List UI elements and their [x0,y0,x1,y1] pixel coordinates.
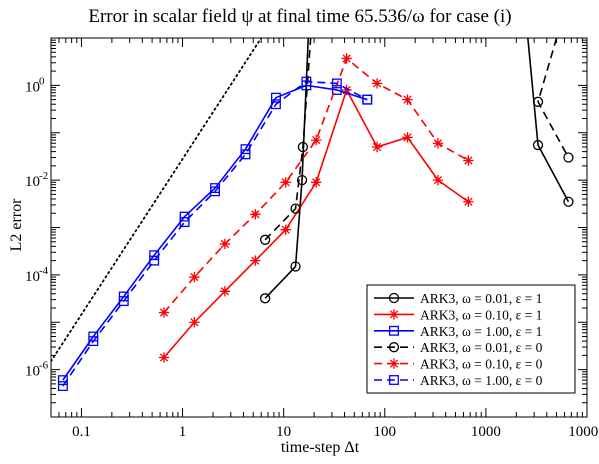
legend-entry: ARK3, ω = 0.01, ε = 0 [374,340,543,355]
data-point-square [362,94,373,105]
data-point-star [341,84,352,96]
x-tick-label: 100 [374,424,397,440]
series-line [527,38,570,203]
data-point-circle [532,96,544,107]
legend-label: ARK3, ω = 1.00, ε = 1 [420,324,542,339]
series-4 [259,38,574,245]
data-point-square [240,149,251,160]
data-point-star [219,286,231,297]
data-point-circle [563,196,574,207]
data-point-circle [296,174,308,186]
data-point-star [463,196,474,207]
data-point-star [250,255,261,266]
x-tick-label: 1000 [471,424,501,440]
data-point-circle [297,141,309,153]
data-point-star [310,177,322,188]
data-point-star [280,224,291,235]
y-tick-label-base: 10 [25,364,40,380]
data-point-circle [388,292,400,304]
data-point-star [158,352,170,363]
data-point-circle [290,261,301,272]
data-point-star [341,53,352,64]
data-point-star [463,155,474,166]
x-tick-label: 0.1 [72,424,91,440]
series-line [264,38,312,241]
data-point-star [432,174,444,186]
data-point-circle [259,234,271,245]
data-point-square [240,144,251,155]
data-point-square [389,375,399,385]
data-point-star [371,141,383,153]
y-tick-label-exponent: -6 [39,360,49,372]
data-point-star [158,307,170,318]
data-point-circle [259,293,271,304]
data-point-square [88,336,99,347]
data-point-star [189,271,200,283]
data-point-circle [563,152,574,163]
data-point-star [219,238,231,250]
reference-slope-line [51,38,263,363]
y-tick-label-exponent: -4 [39,265,49,277]
series-line [62,84,368,381]
data-point-star [189,317,200,328]
plot-content [51,38,574,392]
data-point-square [179,211,190,222]
legend-label: ARK3, ω = 1.00, ε = 0 [420,373,543,388]
x-axis-label: time-step Δt [281,439,360,456]
legend-entry: ARK3, ω = 0.10, ε = 0 [374,357,543,372]
series-6 [57,76,373,392]
data-point-star [402,94,413,105]
series-line [163,57,469,314]
y-tick-label-base: 10 [25,269,40,285]
x-tick-label: 10000 [568,424,599,440]
data-point-circle [290,203,301,214]
legend-label: ARK3, ω = 0.10, ε = 0 [420,357,543,372]
series-3 [57,80,373,386]
y-tick-label-exponent: 0 [39,75,45,87]
data-point-square [57,381,68,392]
data-point-circle [388,342,400,353]
data-point-square [301,76,312,87]
legend-label: ARK3, ω = 0.01, ε = 0 [420,340,543,355]
y-tick-label-base: 10 [25,79,40,95]
data-point-circle [532,139,544,151]
y-axis-label: L2 error [8,198,25,252]
legend-box [366,284,576,394]
data-point-square [118,296,129,307]
series-5 [158,53,474,318]
data-point-star [388,309,400,320]
legend-entry: ARK3, ω = 1.00, ε = 1 [374,324,542,339]
data-point-star [280,177,291,188]
data-point-square [331,78,342,89]
data-point-square [270,99,281,110]
x-tick-label: 1 [179,424,187,440]
data-point-star [371,78,383,89]
legend-label: ARK3, ω = 0.01, ε = 1 [420,291,542,306]
legend-label: ARK3, ω = 0.10, ε = 1 [420,307,542,322]
data-point-star [250,209,261,220]
data-point-star [310,134,322,146]
data-point-star [402,132,413,143]
legend-entry: ARK3, ω = 1.00, ε = 0 [374,373,543,388]
data-point-star [432,138,444,149]
series-2 [158,84,474,363]
y-tick-label-base: 10 [25,174,40,190]
data-point-square [389,325,399,336]
data-point-square [149,255,160,266]
x-tick-label: 10 [276,424,291,440]
legend-entry: ARK3, ω = 0.10, ε = 1 [374,307,542,322]
y-tick-label-exponent: -2 [39,170,48,182]
data-point-star [388,358,400,369]
chart-title: Error in scalar field ψ at final time 65… [88,6,511,27]
series-line [62,80,368,387]
legend-entry: ARK3, ω = 0.01, ε = 1 [374,291,542,306]
data-point-square [270,92,281,103]
series-line [537,38,570,158]
data-point-square [179,217,190,228]
data-point-square [210,186,221,197]
